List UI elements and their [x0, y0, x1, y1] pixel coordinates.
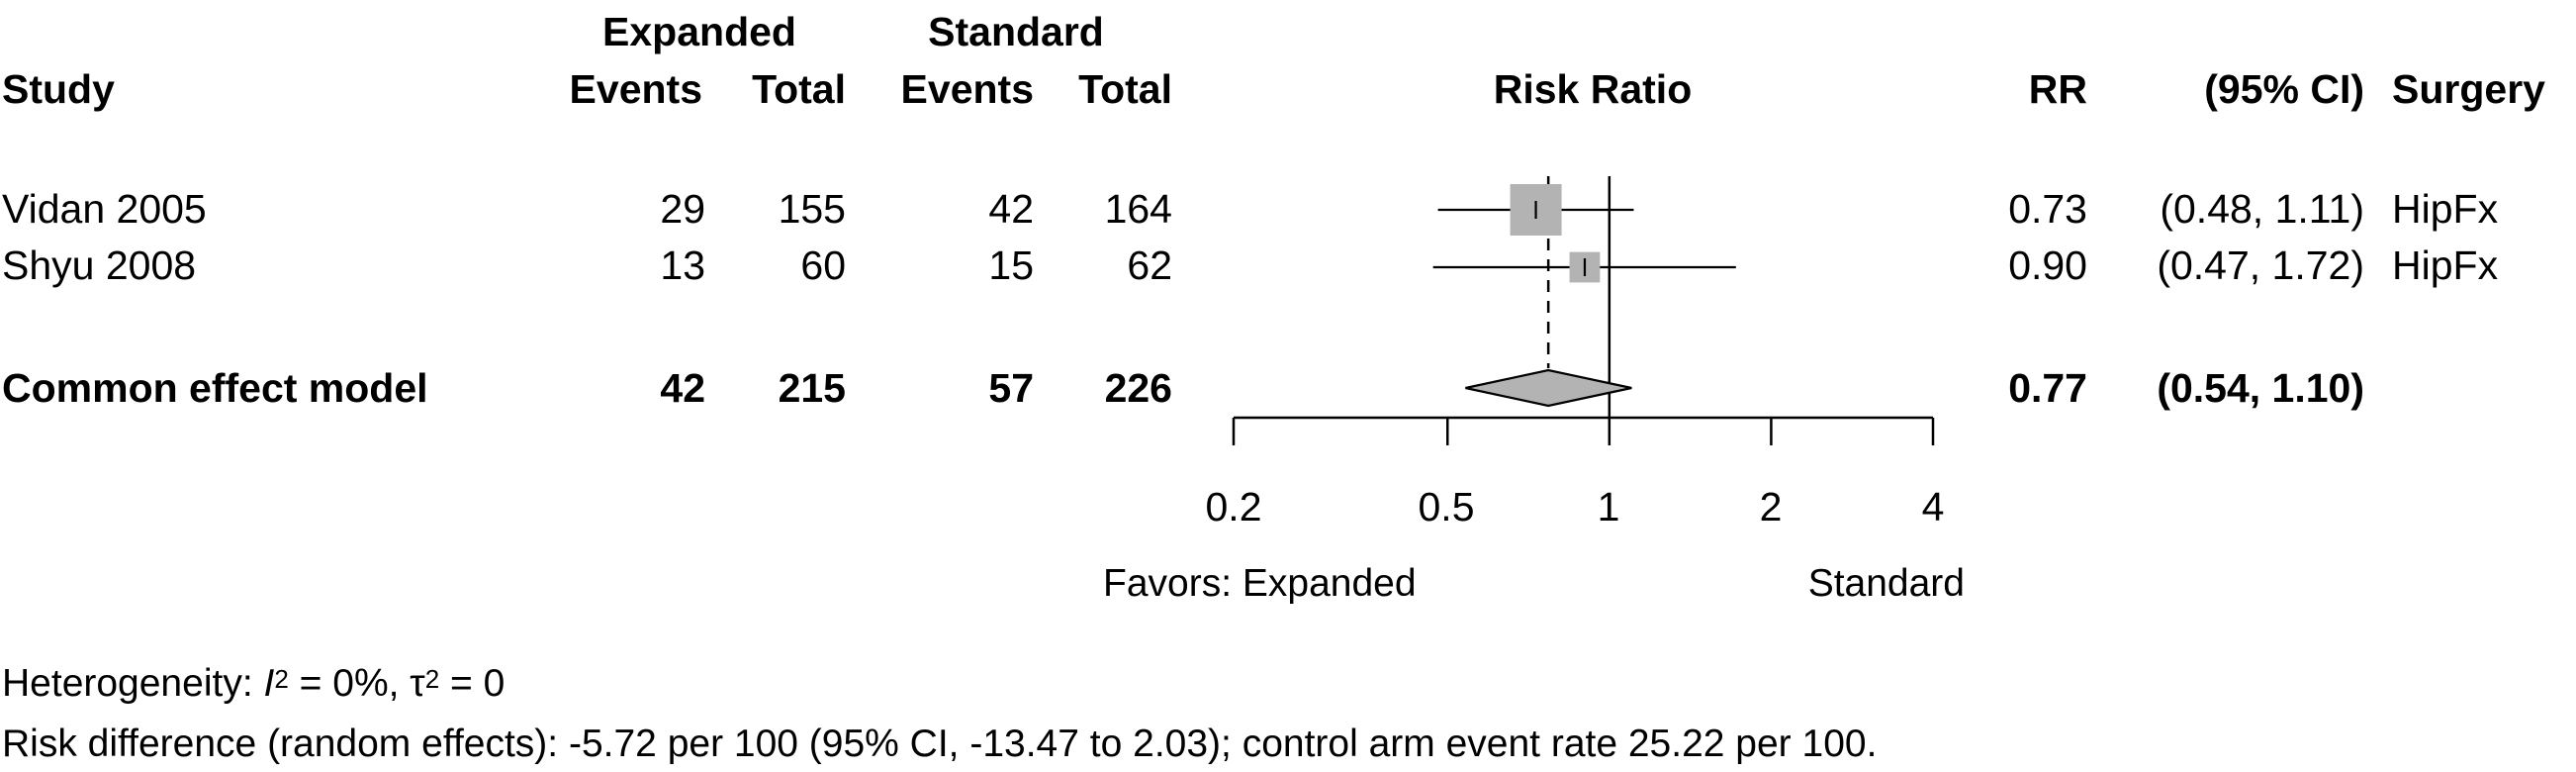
- column-header-total-expanded: Total: [752, 66, 846, 112]
- study-events-expanded: 29: [660, 186, 705, 232]
- study-rr: 0.73: [2008, 186, 2087, 232]
- column-header-total-standard: Total: [1078, 66, 1172, 112]
- heterogeneity-prefix: Heterogeneity:: [2, 662, 264, 705]
- column-header-events-standard: Events: [900, 66, 1034, 112]
- study-ci: (0.47, 1.72): [2157, 242, 2364, 288]
- pooled-total-expanded: 215: [778, 365, 846, 411]
- heterogeneity-end: = 0: [439, 662, 506, 705]
- study-surgery: HipFx: [2392, 242, 2499, 288]
- group-header-standard: Standard: [928, 9, 1104, 54]
- favors-left-label: Favors: Expanded: [1103, 562, 1417, 605]
- heterogeneity-text: Heterogeneity: I2 = 0%, τ2 = 0: [2, 664, 505, 703]
- risk-difference-text: Risk difference (random effects): -5.72 …: [2, 723, 1878, 765]
- pooled-ci: (0.54, 1.10): [2157, 365, 2364, 411]
- study-ci: (0.48, 1.11): [2160, 186, 2364, 232]
- column-header-study: Study: [2, 66, 115, 112]
- pooled-events-expanded: 42: [660, 365, 705, 411]
- study-events-standard: 42: [988, 186, 1034, 232]
- column-header-surgery: Surgery: [2392, 66, 2545, 112]
- column-header-ci: (95% CI): [2204, 66, 2364, 112]
- heterogeneity-i: I: [263, 662, 275, 705]
- axis-tick-label: 0.2: [1205, 484, 1262, 530]
- study-rr: 0.90: [2008, 242, 2087, 288]
- study-total-expanded: 155: [778, 186, 846, 232]
- axis-tick-label: 4: [1921, 484, 1945, 530]
- heterogeneity-tau-sup: 2: [424, 664, 440, 694]
- study-total-standard: 164: [1104, 186, 1172, 232]
- study-events-standard: 15: [988, 242, 1034, 288]
- pooled-name: Common effect model: [2, 365, 428, 411]
- study-surgery: HipFx: [2392, 186, 2499, 232]
- heterogeneity-i-sup: 2: [274, 664, 289, 694]
- pooled-diamond: [1465, 368, 1632, 408]
- axis-tick-label: 1: [1597, 484, 1620, 530]
- pooled-events-standard: 57: [988, 365, 1034, 411]
- study-total-expanded: 60: [800, 242, 846, 288]
- column-header-risk-ratio: Risk Ratio: [1493, 66, 1693, 112]
- column-header-rr: RR: [2028, 66, 2087, 112]
- group-header-expanded: Expanded: [602, 9, 796, 54]
- study-name: Vidan 2005: [2, 186, 207, 232]
- pooled-total-standard: 226: [1104, 365, 1172, 411]
- axis-tick-label: 2: [1759, 484, 1783, 530]
- column-header-events-expanded: Events: [569, 66, 702, 112]
- pooled-rr: 0.77: [2008, 365, 2087, 411]
- study-name: Shyu 2008: [2, 242, 197, 288]
- study-events-expanded: 13: [660, 242, 705, 288]
- axis-tick-label: 0.5: [1418, 484, 1475, 530]
- heterogeneity-mid: = 0%, τ: [288, 662, 425, 705]
- favors-right-label: Standard: [1807, 562, 1965, 605]
- study-total-standard: 62: [1127, 242, 1172, 288]
